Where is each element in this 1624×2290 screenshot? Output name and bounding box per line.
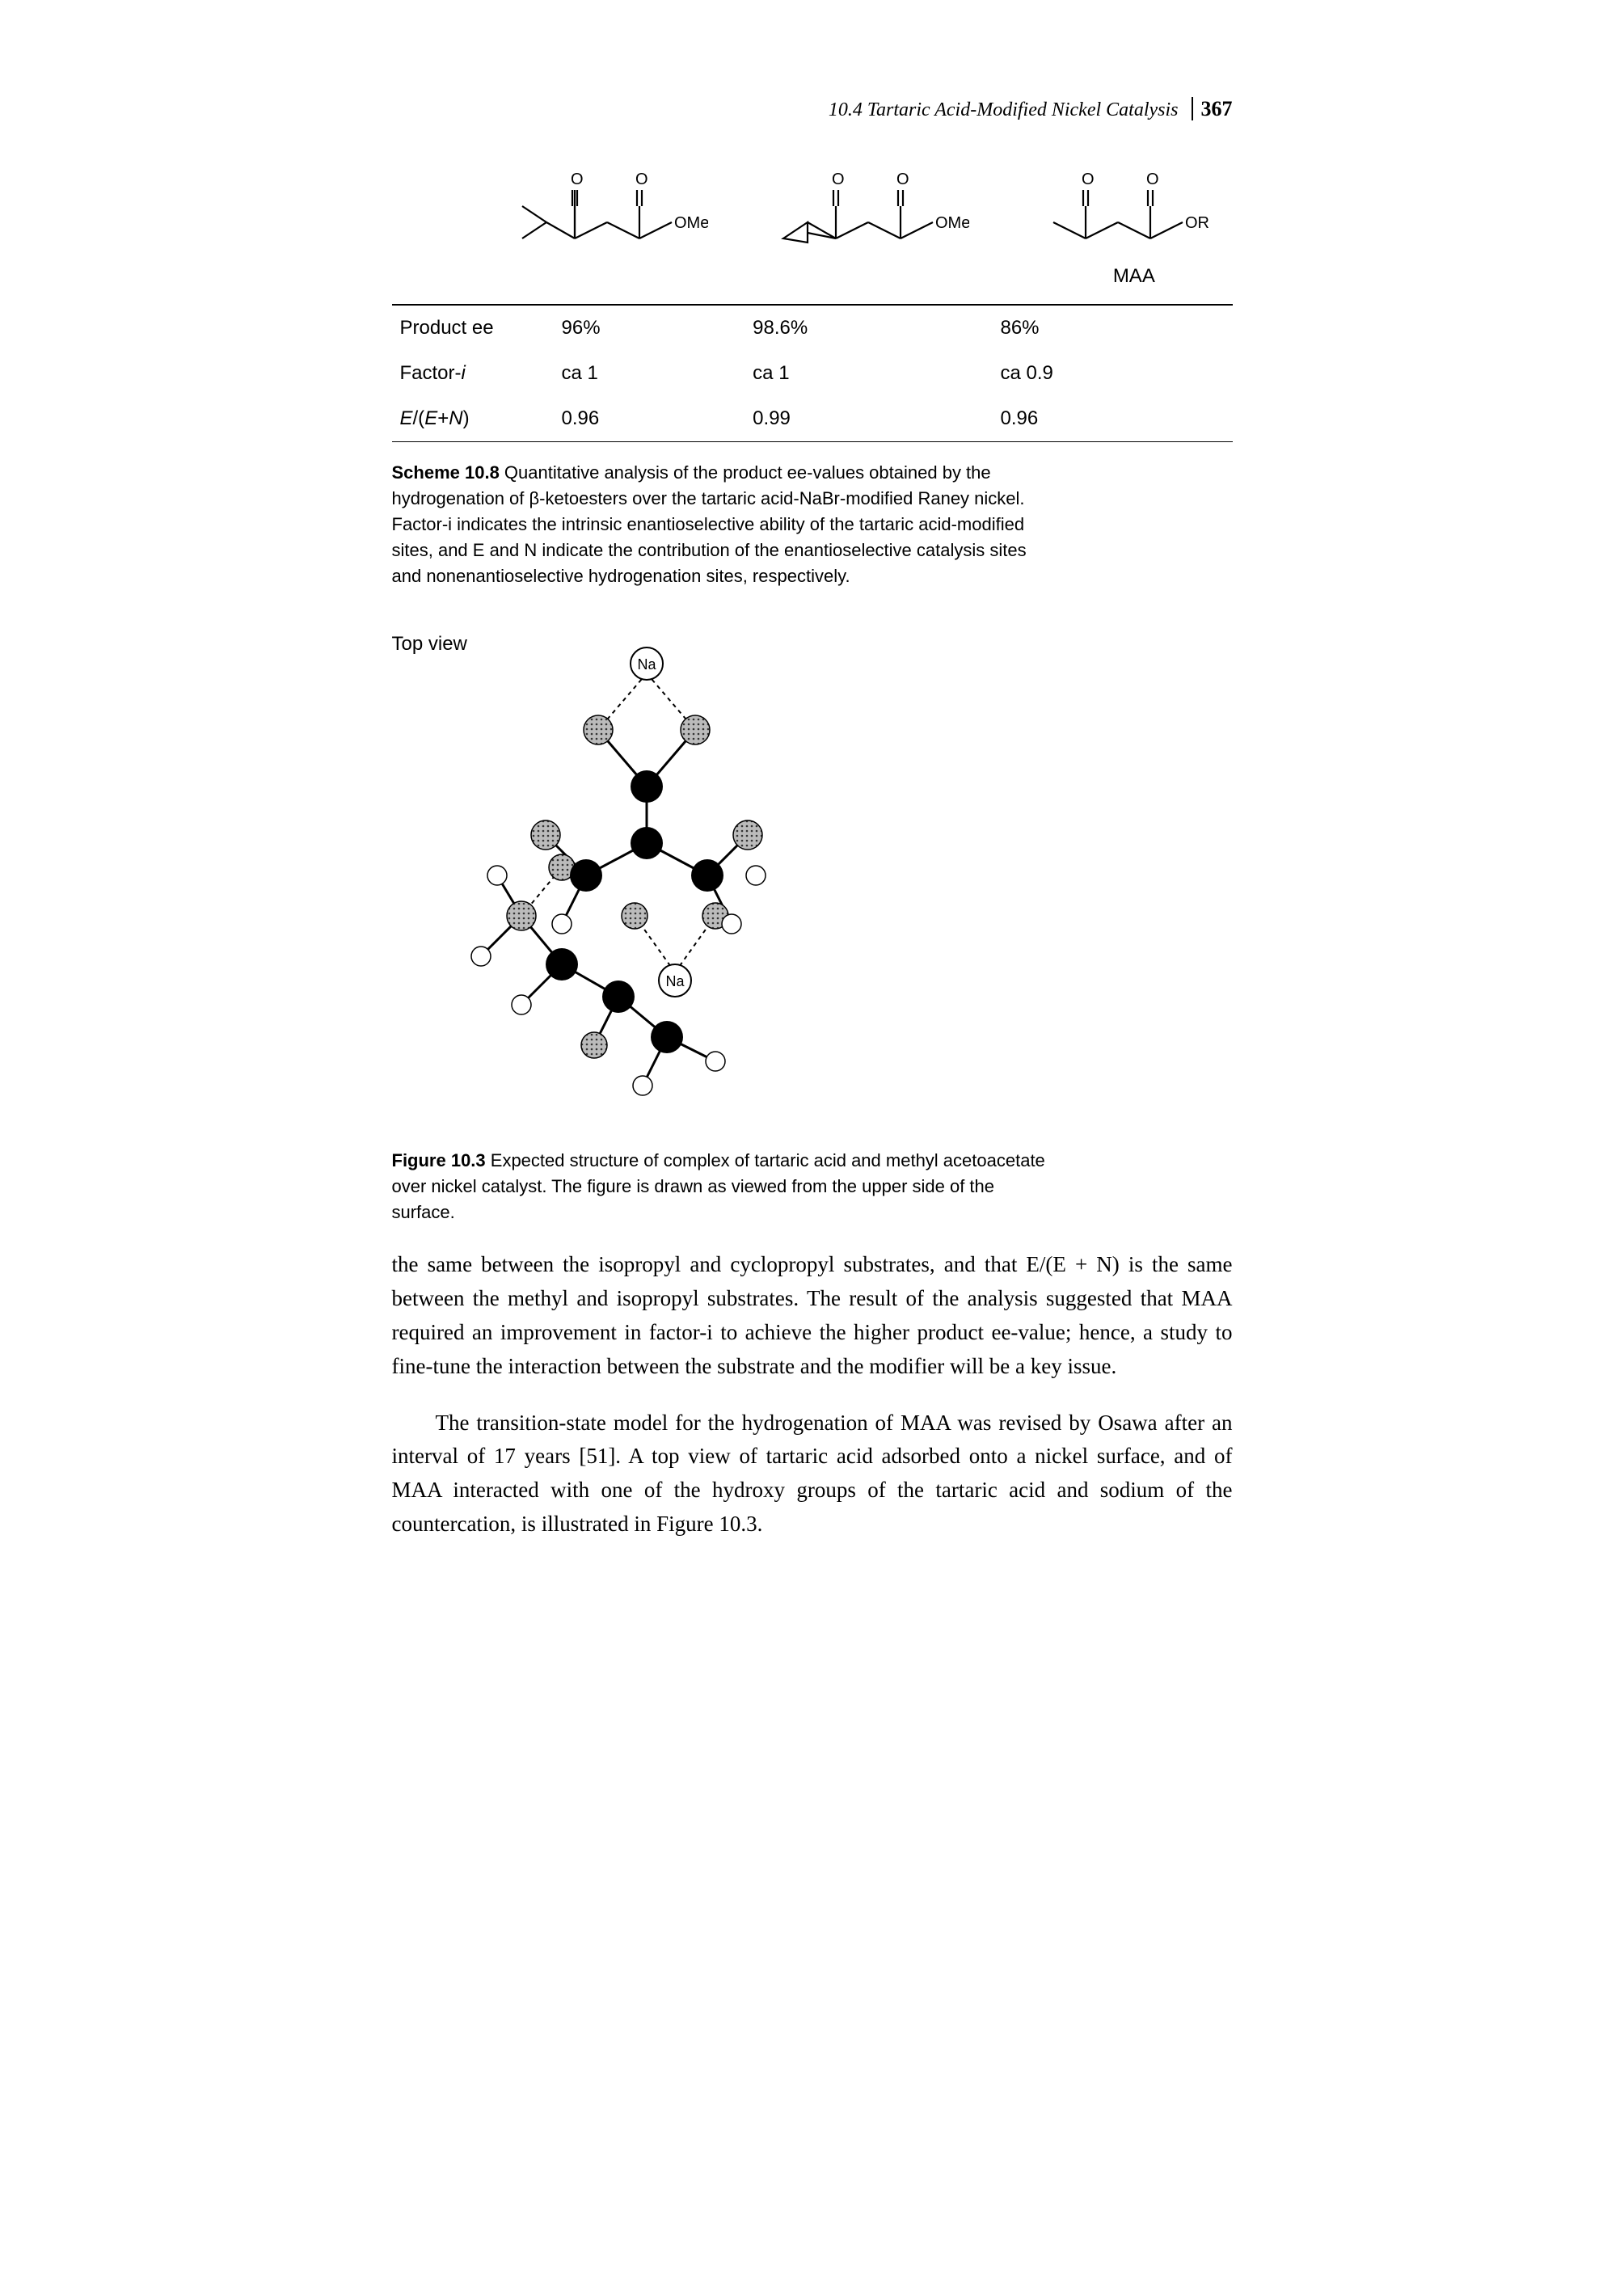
- o-label: O: [832, 171, 845, 188]
- caption-text: Expected structure of complex of tartari…: [392, 1150, 1045, 1222]
- cell: ca 1: [745, 351, 992, 396]
- label-part: Factor-: [400, 362, 462, 384]
- cell: 98.6%: [745, 305, 992, 351]
- row-label: Product ee: [392, 305, 554, 351]
- label-part: /(: [413, 407, 425, 429]
- ome-label: OMe: [674, 214, 708, 232]
- o-label: O: [1146, 171, 1159, 188]
- structure-isopropyl: O O OMe: [513, 162, 710, 288]
- label-part: +: [437, 407, 449, 429]
- row-label: E/(E+N): [392, 396, 554, 442]
- cell: 96%: [554, 305, 745, 351]
- cell: 0.96: [992, 396, 1232, 442]
- scheme-caption: Scheme 10.8 Quantitative analysis of the…: [392, 460, 1055, 588]
- topview-label: Top view: [392, 633, 467, 656]
- running-head: 10.4 Tartaric Acid-Modified Nickel Catal…: [392, 97, 1233, 121]
- figure-caption: Figure 10.3 Expected structure of comple…: [392, 1148, 1055, 1225]
- structure-isopropyl-svg: O O OMe: [514, 162, 708, 259]
- structure-cyclopropyl: O O OMe: [774, 162, 971, 288]
- o-label: O: [635, 171, 648, 188]
- label-part: N: [449, 407, 462, 429]
- section-title: 10.4 Tartaric Acid-Modified Nickel Catal…: [829, 99, 1179, 120]
- figure-block: Top view: [392, 625, 1233, 1130]
- structure-maa: O O OR MAA: [1036, 162, 1232, 288]
- cell: ca 0.9: [992, 351, 1232, 396]
- row-label: Factor-i: [392, 351, 554, 396]
- table-row: Factor-i ca 1 ca 1 ca 0.9: [392, 351, 1233, 396]
- na-label: Na: [637, 656, 656, 673]
- page-number: 367: [1192, 97, 1233, 120]
- or-label: OR: [1185, 214, 1209, 232]
- structure-maa-svg: O O OR: [1045, 162, 1223, 259]
- label-part: E: [400, 407, 413, 429]
- cell: 0.96: [554, 396, 745, 442]
- structure-cyclopropyl-svg: O O OMe: [775, 162, 969, 259]
- body-paragraph: The transition-state model for the hydro…: [392, 1406, 1233, 1541]
- cell: ca 1: [554, 351, 745, 396]
- table-row: E/(E+N) 0.96 0.99 0.96: [392, 396, 1233, 442]
- caption-lead: Figure 10.3: [392, 1150, 486, 1170]
- label-part: i: [462, 362, 466, 384]
- ome-label: OMe: [935, 214, 969, 232]
- complex-structure-svg: Na Na: [424, 625, 877, 1126]
- label-part: ): [463, 407, 470, 429]
- maa-text: MAA: [1036, 265, 1232, 288]
- ee-values-table: Product ee 96% 98.6% 86% Factor-i ca 1 c…: [392, 304, 1233, 442]
- o-label: O: [1082, 171, 1095, 188]
- o-label: O: [896, 171, 909, 188]
- caption-lead: Scheme 10.8: [392, 462, 500, 483]
- cell: 86%: [992, 305, 1232, 351]
- body-paragraph: the same between the isopropyl and cyclo…: [392, 1248, 1233, 1383]
- cell: 0.99: [745, 396, 992, 442]
- chemical-structures-row: O O OMe: [392, 162, 1233, 288]
- na-label: Na: [665, 973, 685, 989]
- label-part: E: [424, 407, 437, 429]
- o-label: O: [571, 171, 584, 188]
- table-row: Product ee 96% 98.6% 86%: [392, 305, 1233, 351]
